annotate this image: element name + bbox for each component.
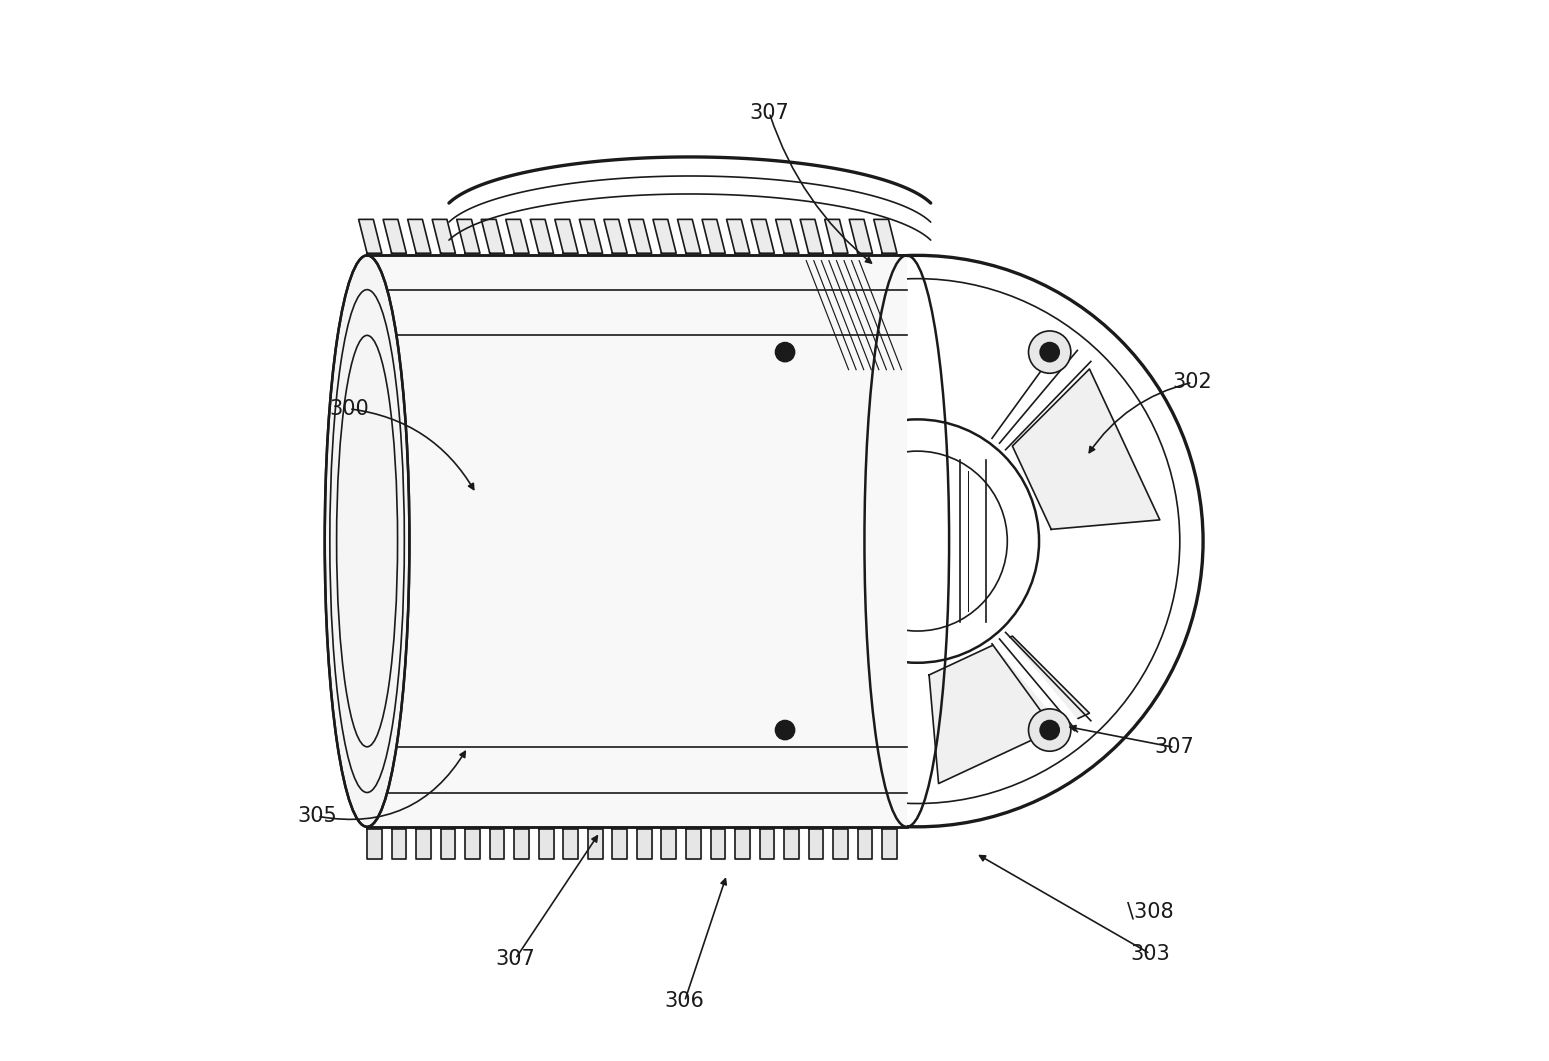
- Text: 303: 303: [1131, 944, 1169, 963]
- Polygon shape: [824, 220, 847, 254]
- Polygon shape: [711, 829, 725, 858]
- Polygon shape: [507, 220, 530, 254]
- Circle shape: [776, 720, 795, 740]
- Polygon shape: [637, 829, 652, 858]
- Polygon shape: [612, 829, 627, 858]
- Polygon shape: [392, 829, 406, 858]
- Polygon shape: [604, 220, 627, 254]
- Polygon shape: [736, 829, 750, 858]
- Polygon shape: [776, 220, 799, 254]
- Polygon shape: [555, 220, 578, 254]
- Polygon shape: [579, 220, 603, 254]
- Polygon shape: [929, 637, 1089, 783]
- Ellipse shape: [325, 256, 409, 827]
- Polygon shape: [432, 220, 455, 254]
- Polygon shape: [686, 829, 700, 858]
- Text: 307: 307: [1154, 737, 1194, 758]
- Polygon shape: [661, 829, 677, 858]
- Polygon shape: [745, 298, 906, 446]
- Text: 307: 307: [750, 103, 788, 122]
- Polygon shape: [858, 829, 872, 858]
- Polygon shape: [383, 220, 406, 254]
- Polygon shape: [359, 220, 381, 254]
- Polygon shape: [677, 220, 700, 254]
- Polygon shape: [564, 829, 578, 858]
- Polygon shape: [784, 829, 799, 858]
- Polygon shape: [440, 829, 455, 858]
- Polygon shape: [629, 220, 652, 254]
- Circle shape: [1041, 343, 1060, 362]
- Circle shape: [764, 709, 805, 751]
- Polygon shape: [702, 220, 725, 254]
- Polygon shape: [482, 220, 505, 254]
- Polygon shape: [726, 220, 750, 254]
- Polygon shape: [759, 829, 774, 858]
- Polygon shape: [514, 829, 530, 858]
- Text: \308: \308: [1126, 902, 1174, 921]
- Polygon shape: [874, 220, 897, 254]
- Circle shape: [776, 343, 795, 362]
- Polygon shape: [530, 220, 553, 254]
- Text: 302: 302: [1173, 372, 1213, 393]
- Polygon shape: [367, 829, 381, 858]
- Polygon shape: [883, 829, 897, 858]
- Polygon shape: [1013, 369, 1160, 529]
- Polygon shape: [407, 220, 431, 254]
- Circle shape: [764, 331, 805, 373]
- Circle shape: [1029, 709, 1070, 751]
- Polygon shape: [675, 553, 823, 713]
- Polygon shape: [489, 829, 505, 858]
- Polygon shape: [589, 829, 603, 858]
- Circle shape: [1029, 331, 1070, 373]
- Polygon shape: [801, 220, 824, 254]
- Text: 305: 305: [297, 806, 338, 827]
- Polygon shape: [417, 829, 431, 858]
- Polygon shape: [654, 220, 677, 254]
- Polygon shape: [809, 829, 824, 858]
- Polygon shape: [539, 829, 553, 858]
- Polygon shape: [849, 220, 872, 254]
- Polygon shape: [465, 829, 480, 858]
- FancyBboxPatch shape: [367, 256, 906, 827]
- Circle shape: [1041, 720, 1060, 740]
- Text: 300: 300: [330, 399, 369, 419]
- Polygon shape: [833, 829, 847, 858]
- Polygon shape: [457, 220, 480, 254]
- Text: 307: 307: [496, 950, 534, 969]
- Polygon shape: [751, 220, 774, 254]
- Text: 306: 306: [665, 991, 705, 1011]
